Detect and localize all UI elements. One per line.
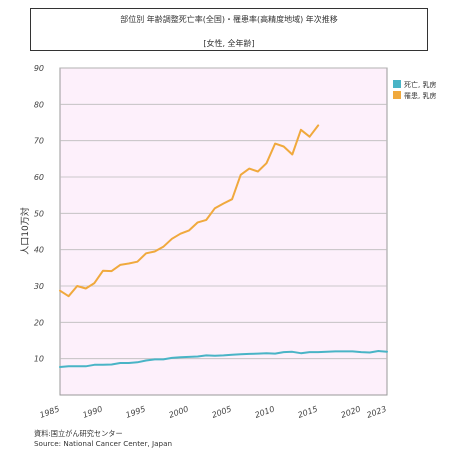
- y-tick-labels: 90 80 70 60 50 40 30 20 10: [34, 64, 44, 364]
- x-tick-label: 2005: [211, 404, 233, 419]
- legend-swatch: [393, 80, 401, 88]
- x-tick-labels: 1985 1990 1995 2000 2005 2010 2015 2020 2023: [38, 404, 387, 419]
- y-tick-label: 80: [34, 100, 44, 109]
- chart-title-box: 部位別 年齢調整死亡率(全国)・罹患率(高精度地域) 年次推移 [女性, 全年齢…: [30, 8, 428, 51]
- source-text-en: Source: National Cancer Center, Japan: [34, 439, 173, 448]
- x-tick-label: 1985: [38, 404, 60, 419]
- legend-swatch: [393, 91, 401, 99]
- plot-area: [59, 67, 388, 396]
- chart-subtitle: [女性, 全年齢]: [203, 39, 255, 48]
- y-tick-label: 60: [34, 173, 44, 182]
- source-text-ja: 資料:国立がん研究センター: [34, 429, 123, 438]
- y-tick-label: 50: [34, 209, 44, 218]
- x-tick-label: 2010: [254, 404, 276, 419]
- x-tick-label: 2000: [168, 404, 190, 419]
- series-line-0: [59, 350, 388, 368]
- series-line-1: [59, 124, 320, 298]
- y-tick-label: 90: [34, 64, 44, 73]
- grid-lines: [60, 67, 387, 360]
- x-tick-label: 2023: [365, 404, 387, 419]
- y-tick-label: 10: [34, 355, 44, 364]
- series-lines: [59, 124, 388, 368]
- x-tick-label: 2015: [297, 404, 319, 419]
- y-tick-label: 30: [34, 282, 44, 291]
- legend-label: 死亡, 乳房: [404, 80, 436, 89]
- x-tick-label: 1990: [82, 404, 104, 419]
- x-tick-label: 2020: [340, 404, 362, 419]
- x-tick-label: 1995: [125, 404, 147, 419]
- chart-title: 部位別 年齢調整死亡率(全国)・罹患率(高精度地域) 年次推移: [120, 15, 338, 24]
- y-tick-label: 70: [34, 137, 44, 146]
- y-tick-label: 40: [34, 246, 44, 255]
- y-tick-label: 20: [34, 318, 44, 327]
- y-axis-label: 人口10万対: [19, 207, 31, 254]
- legend-label: 罹患, 乳房: [404, 91, 436, 100]
